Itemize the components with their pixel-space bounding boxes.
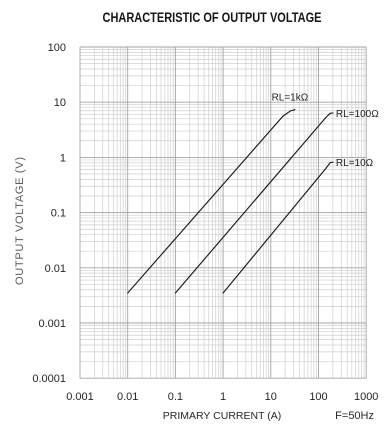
y-tick-label: 1 (60, 152, 66, 164)
x-tick-label: 10 (265, 391, 277, 403)
series-label-rl-1k: RL=1kΩ (272, 93, 309, 104)
series-label-rl-10: RL=10Ω (336, 158, 374, 169)
series-line-rl-100 (174, 112, 334, 294)
grid (79, 46, 367, 379)
y-tick-label: 100 (48, 42, 66, 54)
y-axis-label: OUTPUT VOLTAGE (V) (14, 157, 26, 285)
series-lines (127, 109, 334, 294)
y-tick-label: 0.001 (38, 318, 66, 330)
y-tick-label: 10 (54, 97, 66, 109)
x-tick-label: 1 (220, 391, 226, 403)
x-tick-label: 1000 (354, 391, 378, 403)
x-axis-label: PRIMARY CURRENT (A) (163, 410, 281, 422)
x-tick-label: 100 (309, 391, 327, 403)
y-tick-label: 0.0001 (32, 373, 66, 385)
series-line-rl-1k (127, 109, 296, 294)
y-tick-label: 0.1 (51, 208, 66, 220)
x-tick-label: 0.1 (168, 391, 183, 403)
y-axis-ticks: 100 10 1 0.1 0.01 0.001 0.0001 (32, 42, 66, 385)
x-tick-label: 0.001 (66, 391, 94, 403)
y-tick-label: 0.01 (45, 263, 66, 275)
series-labels: RL=1kΩ RL=100Ω RL=10Ω (272, 93, 380, 170)
series-line-rl-10 (222, 161, 334, 294)
x-axis-ticks: 0.001 0.01 0.1 1 10 100 1000 (66, 391, 378, 403)
series-label-rl-100: RL=100Ω (336, 109, 379, 120)
chart-title: CHARACTERISTIC OF OUTPUT VOLTAGE (103, 10, 322, 25)
frequency-note: F=50Hz (335, 410, 374, 422)
x-tick-label: 0.01 (117, 391, 138, 403)
